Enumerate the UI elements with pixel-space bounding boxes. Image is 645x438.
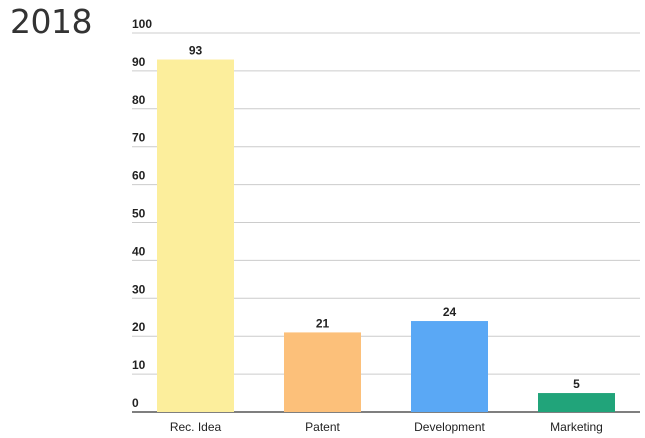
bar-value-label: 5 — [573, 377, 580, 391]
x-category-label: Patent — [305, 420, 340, 434]
y-tick-label: 60 — [132, 169, 146, 183]
y-tick-label: 100 — [132, 17, 152, 31]
category-labels: Rec. Idea Patent Development Marketing — [170, 420, 603, 434]
bars — [157, 59, 615, 412]
y-tick-label: 20 — [132, 320, 146, 334]
y-tick-label: 90 — [132, 55, 146, 69]
data-labels: 93 21 24 5 — [189, 44, 580, 392]
bar-value-label: 24 — [443, 305, 457, 319]
bar — [411, 321, 488, 412]
bar-value-label: 93 — [189, 44, 203, 58]
bar — [284, 332, 361, 412]
y-axis-tick-labels: 0 10 20 30 40 50 60 70 80 90 100 — [132, 17, 152, 410]
bar — [538, 393, 615, 412]
x-category-label: Marketing — [550, 420, 603, 434]
y-tick-label: 70 — [132, 131, 146, 145]
x-category-label: Development — [414, 420, 485, 434]
y-tick-label: 50 — [132, 207, 146, 221]
chart-title: 2018 — [10, 2, 92, 41]
y-tick-label: 40 — [132, 244, 146, 258]
y-tick-label: 80 — [132, 93, 146, 107]
x-category-label: Rec. Idea — [170, 420, 222, 434]
y-tick-label: 30 — [132, 282, 146, 296]
bar — [157, 59, 234, 412]
y-tick-label: 10 — [132, 358, 146, 372]
bar-value-label: 21 — [316, 316, 330, 330]
y-tick-label: 0 — [132, 396, 139, 410]
